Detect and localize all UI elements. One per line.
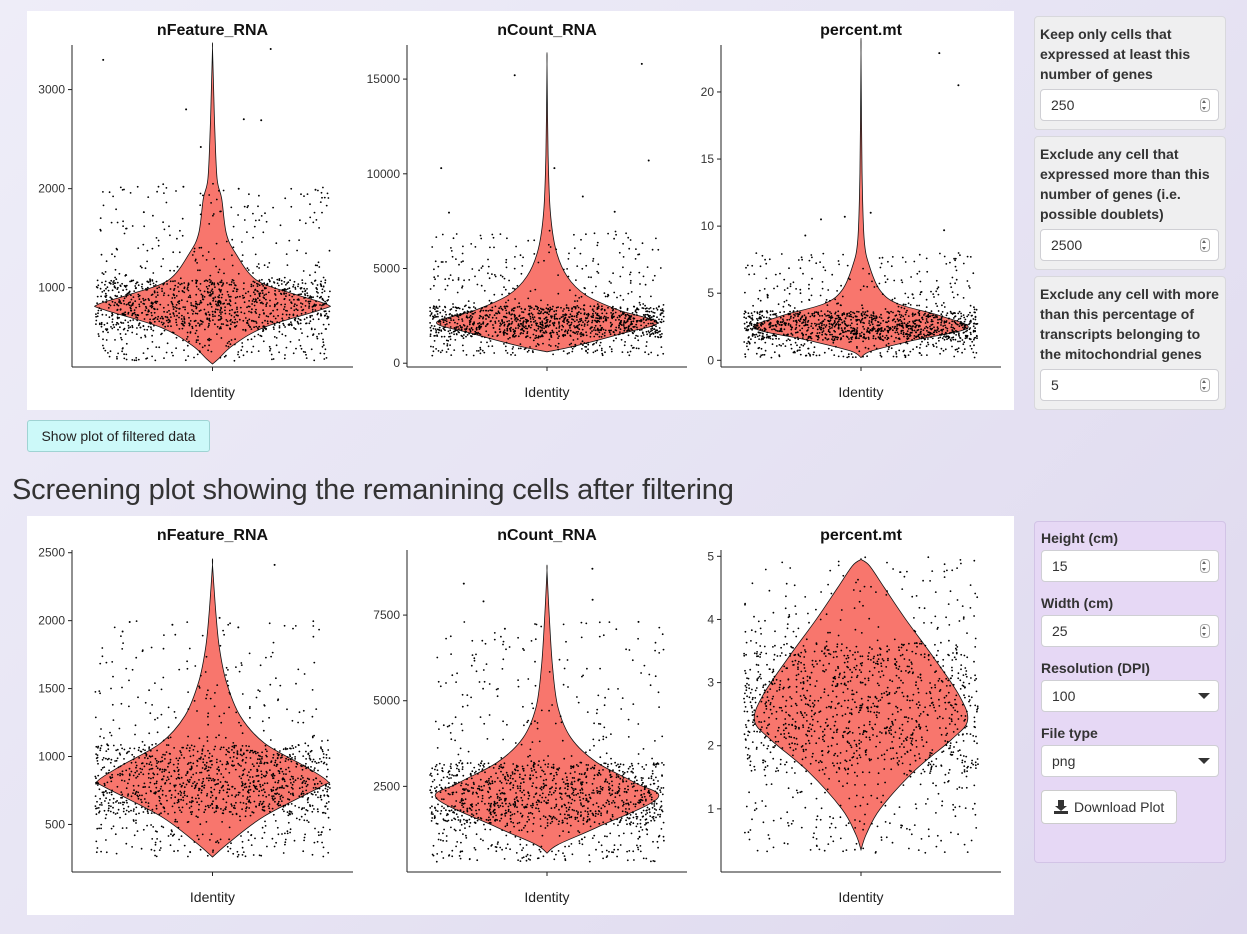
y-tick-label: 1000 bbox=[38, 750, 65, 764]
y-tick-label: 3 bbox=[707, 676, 714, 690]
height-input[interactable]: 15 bbox=[1041, 550, 1219, 582]
width-value: 25 bbox=[1052, 623, 1068, 639]
violin-plot-percentmt: percent.mt 0 5 10 15 20 Identity bbox=[701, 22, 1001, 400]
dpi-field: Resolution (DPI) 100 bbox=[1041, 658, 1219, 712]
qc-plot-panel: nFeature_RNA 1000 2000 3000 Identity nCount_R… bbox=[27, 11, 1014, 410]
plot-title: nCount_RNA bbox=[497, 22, 597, 39]
show-filtered-plot-button[interactable]: Show plot of filtered data bbox=[27, 420, 210, 452]
filetype-field: File type png bbox=[1041, 723, 1219, 777]
spinner-icon[interactable] bbox=[1200, 378, 1210, 392]
x-axis-label: Identity bbox=[190, 384, 235, 400]
spinner-icon[interactable] bbox=[1200, 98, 1210, 112]
y-tick-label: 1000 bbox=[38, 281, 65, 295]
y-tick-label: 3000 bbox=[38, 83, 65, 97]
plot-title: percent.mt bbox=[820, 527, 902, 544]
max-genes-input[interactable]: 2500 bbox=[1040, 229, 1219, 261]
y-tick-label: 1 bbox=[707, 802, 714, 816]
y-tick-label: 2000 bbox=[38, 182, 65, 196]
width-field: Width (cm) 25 bbox=[1041, 593, 1219, 647]
download-sidebar: Height (cm) 15 Width (cm) 25 Resolution … bbox=[1034, 521, 1226, 863]
plot-title: nFeature_RNA bbox=[157, 22, 269, 39]
y-tick-label: 1500 bbox=[38, 682, 65, 696]
mito-input[interactable]: 5 bbox=[1040, 369, 1219, 401]
violin-plot-nfeaturerna: nFeature_RNA 500 1000 1500 2000 2500 Identity bbox=[38, 527, 353, 905]
qc-violin-plots: nFeature_RNA100020003000IdentitynCount_R… bbox=[38, 22, 1001, 400]
x-axis-label: Identity bbox=[524, 889, 569, 905]
min-genes-input[interactable]: 250 bbox=[1040, 89, 1219, 121]
filetype-value: png bbox=[1052, 753, 1076, 769]
y-tick-label: 5 bbox=[707, 549, 714, 563]
filtered-section-heading: Screening plot showing the remanining ce… bbox=[12, 474, 734, 506]
chevron-down-icon bbox=[1198, 758, 1210, 764]
y-tick-label: 2500 bbox=[38, 546, 65, 560]
download-icon bbox=[1054, 800, 1068, 814]
y-tick-label: 10 bbox=[701, 219, 715, 233]
dpi-label: Resolution (DPI) bbox=[1041, 660, 1150, 676]
y-tick-label: 500 bbox=[45, 817, 65, 831]
download-button-label: Download Plot bbox=[1074, 799, 1165, 815]
jitter-points bbox=[743, 556, 979, 854]
violin-plot-nfeaturerna: nFeature_RNA 1000 2000 3000 Identity bbox=[38, 22, 353, 400]
mito-label: Exclude any cell with more than this per… bbox=[1040, 286, 1219, 362]
violin-plot-ncountrna: nCount_RNA 0 5000 10000 15000 Identity bbox=[367, 22, 687, 400]
violin-plot-ncountrna: nCount_RNA 2500 5000 7500 Identity bbox=[373, 527, 687, 905]
max-genes-label: Exclude any cell that expressed more tha… bbox=[1040, 146, 1210, 222]
filetype-select[interactable]: png bbox=[1041, 745, 1219, 777]
jitter-points bbox=[743, 52, 979, 359]
width-input[interactable]: 25 bbox=[1041, 615, 1219, 647]
jitter-points bbox=[95, 48, 331, 362]
filetype-label: File type bbox=[1041, 725, 1098, 741]
y-tick-label: 2500 bbox=[373, 779, 400, 793]
filtered-violin-plots: nFeature_RNA5001000150020002500Identityn… bbox=[38, 527, 1001, 905]
y-tick-label: 5 bbox=[707, 286, 714, 300]
mito-filter: Exclude any cell with more than this per… bbox=[1034, 276, 1226, 410]
filtered-plot-panel: nFeature_RNA 500 1000 1500 2000 2500 Identity n… bbox=[27, 516, 1014, 915]
violin-shape bbox=[95, 558, 330, 858]
jitter-points bbox=[429, 62, 665, 357]
x-axis-label: Identity bbox=[838, 889, 883, 905]
spinner-icon[interactable] bbox=[1200, 624, 1210, 638]
jitter-points bbox=[429, 567, 665, 863]
violin-shape bbox=[94, 42, 331, 365]
max-genes-value: 2500 bbox=[1051, 237, 1083, 253]
violin-plot-percentmt: percent.mt 1 2 3 4 5 Identity bbox=[707, 527, 1001, 905]
violin-shape bbox=[753, 37, 969, 359]
dpi-select[interactable]: 100 bbox=[1041, 680, 1219, 712]
violin-shape bbox=[434, 564, 660, 854]
spinner-icon[interactable] bbox=[1200, 238, 1210, 252]
y-tick-label: 5000 bbox=[373, 262, 400, 276]
width-label: Width (cm) bbox=[1041, 595, 1114, 611]
y-tick-label: 0 bbox=[707, 353, 714, 367]
x-axis-label: Identity bbox=[524, 384, 569, 400]
y-tick-label: 4 bbox=[707, 612, 714, 626]
min-genes-filter: Keep only cells that expressed at least … bbox=[1034, 16, 1226, 130]
y-tick-label: 10000 bbox=[367, 167, 401, 181]
y-tick-label: 5000 bbox=[373, 694, 400, 708]
y-tick-label: 20 bbox=[701, 85, 715, 99]
chevron-down-icon bbox=[1198, 693, 1210, 699]
x-axis-label: Identity bbox=[190, 889, 235, 905]
download-plot-button[interactable]: Download Plot bbox=[1041, 790, 1178, 824]
y-tick-label: 15 bbox=[701, 152, 715, 166]
x-axis-label: Identity bbox=[838, 384, 883, 400]
plot-title: nFeature_RNA bbox=[157, 527, 269, 544]
y-tick-label: 2000 bbox=[38, 614, 65, 628]
spinner-icon[interactable] bbox=[1200, 559, 1210, 573]
min-genes-value: 250 bbox=[1051, 97, 1075, 113]
plot-title: percent.mt bbox=[820, 22, 902, 39]
height-label: Height (cm) bbox=[1041, 530, 1118, 546]
y-tick-label: 15000 bbox=[367, 72, 401, 86]
dpi-value: 100 bbox=[1052, 688, 1076, 704]
mito-value: 5 bbox=[1051, 377, 1059, 393]
plot-title: nCount_RNA bbox=[497, 527, 597, 544]
jitter-points bbox=[94, 563, 331, 858]
height-value: 15 bbox=[1052, 558, 1068, 574]
y-tick-label: 0 bbox=[393, 356, 400, 370]
y-tick-label: 2 bbox=[707, 739, 714, 753]
min-genes-label: Keep only cells that expressed at least … bbox=[1040, 26, 1191, 82]
max-genes-filter: Exclude any cell that expressed more tha… bbox=[1034, 136, 1226, 270]
filter-sidebar: Keep only cells that expressed at least … bbox=[1034, 16, 1226, 416]
height-field: Height (cm) 15 bbox=[1041, 528, 1219, 582]
y-tick-label: 7500 bbox=[373, 608, 400, 622]
